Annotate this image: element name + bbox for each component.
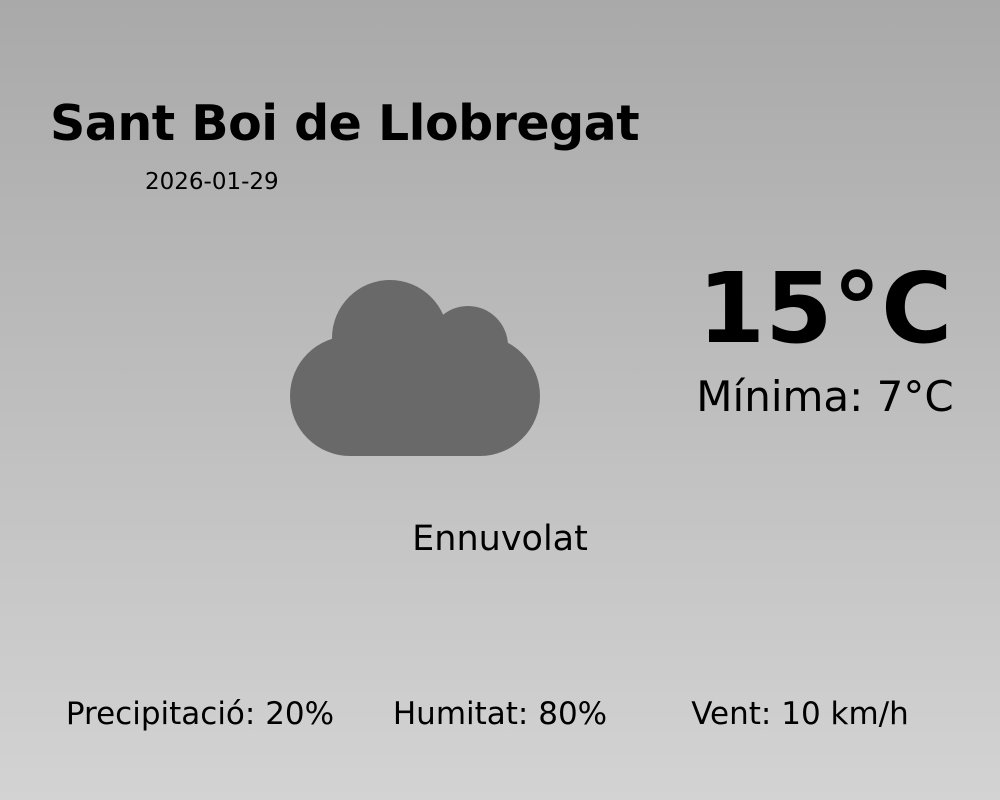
- cloud-icon: [290, 278, 540, 456]
- precipitation-stat: Precipitació: 20%: [65, 696, 335, 732]
- date-label: 2026-01-29: [145, 169, 279, 195]
- min-temperature: Mínima: 7°C: [696, 371, 954, 421]
- humidity-stat: Humitat: 80%: [392, 696, 608, 732]
- current-temperature: 15°C: [697, 252, 953, 365]
- temperature-block: 15°C Mínima: 7°C: [650, 258, 1000, 420]
- city-title: Sant Boi de Llobregat: [50, 95, 640, 152]
- condition-label: Ennuvolat: [412, 519, 588, 559]
- wind-stat: Vent: 10 km/h: [691, 696, 909, 732]
